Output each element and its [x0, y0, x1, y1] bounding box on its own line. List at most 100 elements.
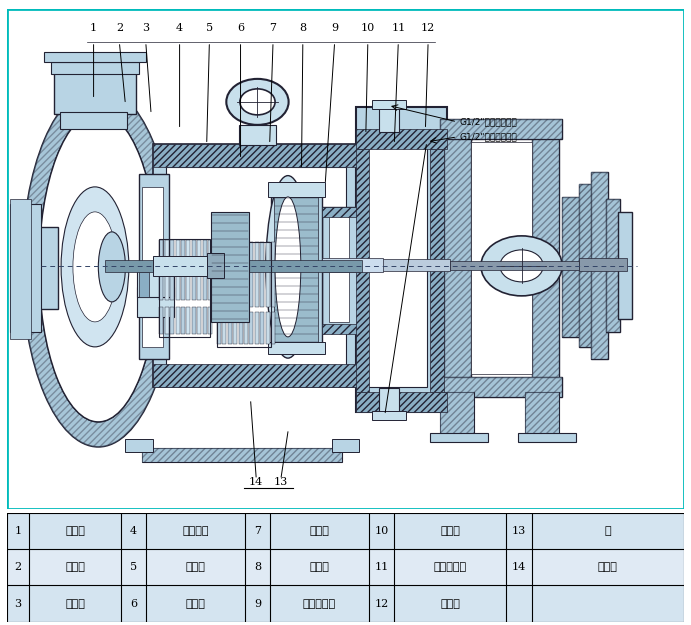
Ellipse shape	[98, 232, 126, 302]
Text: 14: 14	[249, 477, 263, 487]
FancyBboxPatch shape	[7, 586, 684, 622]
Text: 9: 9	[331, 23, 338, 33]
FancyBboxPatch shape	[187, 241, 191, 301]
FancyBboxPatch shape	[372, 411, 406, 421]
FancyBboxPatch shape	[518, 433, 576, 442]
FancyBboxPatch shape	[255, 242, 259, 307]
FancyBboxPatch shape	[274, 194, 319, 344]
FancyBboxPatch shape	[532, 122, 559, 394]
FancyBboxPatch shape	[153, 364, 359, 387]
FancyBboxPatch shape	[249, 242, 254, 307]
Text: 静　环: 静 环	[65, 562, 85, 572]
FancyBboxPatch shape	[322, 258, 383, 272]
Text: 后密封环: 后密封环	[182, 526, 209, 536]
FancyBboxPatch shape	[181, 241, 185, 301]
FancyBboxPatch shape	[268, 342, 325, 354]
FancyBboxPatch shape	[451, 261, 579, 270]
FancyBboxPatch shape	[176, 307, 180, 334]
Text: 12: 12	[421, 23, 435, 33]
FancyBboxPatch shape	[525, 392, 559, 437]
Ellipse shape	[73, 212, 117, 322]
Text: 4: 4	[130, 526, 137, 536]
FancyBboxPatch shape	[227, 312, 231, 344]
FancyBboxPatch shape	[217, 312, 221, 344]
FancyBboxPatch shape	[440, 392, 474, 437]
FancyBboxPatch shape	[153, 144, 359, 167]
FancyBboxPatch shape	[197, 307, 201, 334]
FancyBboxPatch shape	[181, 307, 185, 334]
FancyBboxPatch shape	[137, 269, 174, 297]
FancyBboxPatch shape	[356, 149, 369, 392]
FancyBboxPatch shape	[379, 388, 399, 416]
FancyBboxPatch shape	[471, 142, 532, 374]
Circle shape	[227, 79, 289, 125]
FancyBboxPatch shape	[227, 242, 231, 307]
FancyBboxPatch shape	[137, 287, 174, 317]
Circle shape	[481, 236, 562, 296]
FancyBboxPatch shape	[440, 392, 474, 437]
FancyBboxPatch shape	[239, 126, 276, 146]
Ellipse shape	[39, 112, 158, 422]
FancyBboxPatch shape	[562, 197, 583, 337]
Text: 6: 6	[237, 23, 244, 33]
FancyBboxPatch shape	[126, 439, 153, 452]
FancyBboxPatch shape	[618, 212, 632, 319]
FancyBboxPatch shape	[265, 312, 269, 344]
Text: 泵　体: 泵 体	[65, 526, 85, 536]
Text: 10: 10	[375, 526, 388, 536]
Text: 12: 12	[375, 599, 388, 609]
Text: 轴　承: 轴 承	[186, 599, 205, 609]
FancyBboxPatch shape	[265, 242, 269, 307]
FancyBboxPatch shape	[164, 241, 169, 301]
FancyBboxPatch shape	[444, 122, 471, 394]
FancyBboxPatch shape	[14, 227, 58, 309]
Text: 止推环: 止推环	[186, 562, 205, 572]
Text: 5: 5	[130, 562, 137, 572]
FancyBboxPatch shape	[159, 307, 163, 334]
Text: 5: 5	[206, 23, 213, 33]
Text: 9: 9	[254, 599, 261, 609]
FancyBboxPatch shape	[579, 184, 593, 347]
FancyBboxPatch shape	[176, 241, 180, 301]
FancyBboxPatch shape	[444, 122, 471, 394]
Text: 13: 13	[512, 526, 526, 536]
FancyBboxPatch shape	[166, 167, 346, 367]
Text: 13: 13	[274, 477, 288, 487]
Ellipse shape	[22, 87, 175, 447]
Text: 联接架: 联接架	[598, 562, 618, 572]
FancyBboxPatch shape	[217, 242, 221, 307]
FancyBboxPatch shape	[322, 324, 359, 334]
FancyBboxPatch shape	[430, 433, 488, 442]
FancyBboxPatch shape	[322, 207, 359, 329]
FancyBboxPatch shape	[170, 307, 174, 334]
FancyBboxPatch shape	[255, 312, 259, 344]
FancyBboxPatch shape	[59, 112, 127, 129]
FancyBboxPatch shape	[223, 312, 227, 344]
FancyBboxPatch shape	[532, 122, 559, 394]
FancyBboxPatch shape	[142, 448, 342, 462]
Text: 1: 1	[15, 526, 21, 536]
FancyBboxPatch shape	[606, 199, 620, 332]
FancyBboxPatch shape	[233, 312, 237, 344]
Text: 3: 3	[15, 599, 21, 609]
FancyBboxPatch shape	[7, 512, 684, 549]
Text: 冷却筱: 冷却筱	[440, 599, 460, 609]
Text: 11: 11	[391, 23, 406, 33]
Ellipse shape	[22, 87, 175, 447]
Text: 4: 4	[176, 23, 183, 33]
Text: 8: 8	[254, 562, 261, 572]
Ellipse shape	[61, 187, 129, 347]
FancyBboxPatch shape	[238, 242, 243, 307]
FancyBboxPatch shape	[244, 242, 248, 307]
FancyBboxPatch shape	[139, 272, 149, 297]
FancyBboxPatch shape	[332, 439, 359, 452]
FancyBboxPatch shape	[322, 207, 359, 217]
Text: G1/2"冷却进水接管: G1/2"冷却进水接管	[460, 132, 517, 141]
FancyBboxPatch shape	[207, 253, 224, 278]
FancyBboxPatch shape	[329, 212, 349, 322]
FancyBboxPatch shape	[202, 241, 207, 301]
FancyBboxPatch shape	[153, 144, 359, 387]
FancyBboxPatch shape	[187, 307, 191, 334]
Text: 隔离套: 隔离套	[440, 526, 460, 536]
FancyBboxPatch shape	[440, 119, 562, 139]
